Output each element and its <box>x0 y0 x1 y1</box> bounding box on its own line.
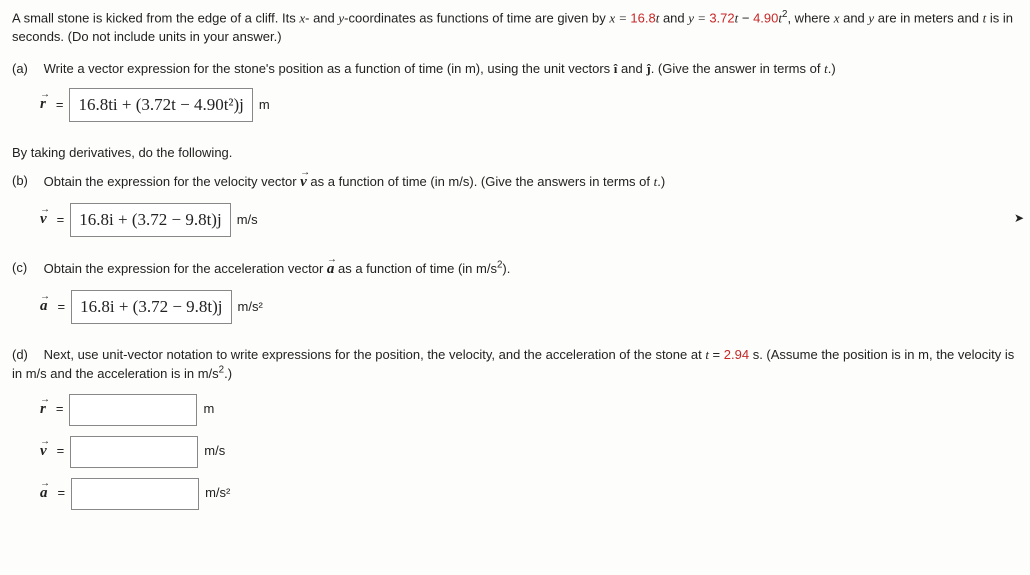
unit-a: m <box>259 96 270 114</box>
arrow-icon: → <box>40 88 50 102</box>
eq-sign-b: = <box>57 211 65 229</box>
eq2-b: 4.90 <box>753 10 778 25</box>
eq2-a: 3.72 <box>709 10 734 25</box>
intro-text-2: - and <box>305 10 338 25</box>
part-a-text: Write a vector expression for the stone'… <box>44 61 836 76</box>
arrow-icon: → <box>40 290 50 304</box>
answer-input-a[interactable]: 16.8ti + (3.72t − 4.90t²)j <box>69 88 252 122</box>
eq2-minus: − <box>738 10 753 25</box>
arrow-icon: → <box>40 203 50 217</box>
part-b-t1: Obtain the expression for the velocity v… <box>44 174 301 189</box>
part-a-and: and <box>617 61 646 76</box>
unit-c: m/s² <box>238 298 263 316</box>
part-b-label: (b) <box>12 172 40 190</box>
part-a-answer-row: → r = 16.8ti + (3.72t − 4.90t²)j m <box>40 88 1018 122</box>
part-b: (b) Obtain the expression for the veloci… <box>12 172 1018 237</box>
eq2-lhs: y = <box>688 10 709 25</box>
answer-input-d-r[interactable] <box>69 394 197 426</box>
vec-a-inline: →a <box>327 259 335 280</box>
eq-sign-a: = <box>56 96 64 114</box>
part-d-t3: .) <box>224 366 232 381</box>
answer-input-d-a[interactable] <box>71 478 199 510</box>
part-d-text: Next, use unit-vector notation to write … <box>12 347 1014 382</box>
intro-text-1: A small stone is kicked from the edge of… <box>12 10 299 25</box>
part-c-text: Obtain the expression for the accelerati… <box>44 261 511 276</box>
vec-a-label-d: → a <box>40 483 52 504</box>
part-d-eq: = <box>709 347 724 362</box>
intro-and: and <box>659 10 688 25</box>
part-c-t3: ). <box>502 261 510 276</box>
answer-input-d-v[interactable] <box>70 436 198 468</box>
vec-r-label: → r <box>40 94 50 115</box>
deriv-note: By taking derivatives, do the following. <box>12 144 1018 162</box>
part-b-answer-row: → v = 16.8i + (3.72 − 9.8t)j m/s <box>40 203 1018 237</box>
eq-sign-dr: = <box>56 400 64 418</box>
answer-input-b[interactable]: 16.8i + (3.72 − 9.8t)j <box>70 203 230 237</box>
answer-b-value: 16.8i + (3.72 − 9.8t)j <box>79 208 221 232</box>
intro-text-3: -coordinates as functions of time are gi… <box>344 10 609 25</box>
unit-da: m/s² <box>205 484 230 502</box>
tail2: are in meters and <box>874 10 982 25</box>
vec-v-label: → v <box>40 209 51 230</box>
part-d-row-v: → v = m/s <box>40 436 1018 468</box>
part-a: (a) Write a vector expression for the st… <box>12 60 1018 122</box>
part-d-t1: Next, use unit-vector notation to write … <box>44 347 706 362</box>
part-c-answer-row: → a = 16.8i + (3.72 − 9.8t)j m/s² <box>40 290 1018 324</box>
eq-sign-dv: = <box>57 442 65 460</box>
answer-input-c[interactable]: 16.8i + (3.72 − 9.8t)j <box>71 290 231 324</box>
part-c-t2: as a function of time (in m/s <box>334 261 497 276</box>
unit-dr: m <box>203 400 214 418</box>
arrow-icon: → <box>327 253 337 267</box>
part-c-label: (c) <box>12 259 40 277</box>
part-d-row-r: → r = m <box>40 394 1018 426</box>
arrow-icon: → <box>40 393 50 407</box>
vec-v-inline: →v <box>300 172 307 193</box>
part-a-t3: .) <box>828 61 836 76</box>
answer-c-value: 16.8i + (3.72 − 9.8t)j <box>80 295 222 319</box>
part-a-label: (a) <box>12 60 40 78</box>
part-d-tval: 2.94 <box>724 347 749 362</box>
eq-sign-c: = <box>58 298 66 316</box>
vec-a-label: → a <box>40 296 52 317</box>
part-d-label: (d) <box>12 346 40 364</box>
part-b-t2: as a function of time (in m/s). (Give th… <box>307 174 654 189</box>
eq1-coeff: 16.8 <box>630 10 655 25</box>
vec-v-label-d: → v <box>40 441 51 462</box>
vec-r-label-d: → r <box>40 399 50 420</box>
part-d-row-a: → a = m/s² <box>40 478 1018 510</box>
intro-tail: , where <box>787 10 833 25</box>
part-b-t3: .) <box>657 174 665 189</box>
unit-b: m/s <box>237 211 258 229</box>
answer-a-value: 16.8ti + (3.72t − 4.90t²)j <box>78 93 243 117</box>
tail-and: and <box>839 10 868 25</box>
problem-intro: A small stone is kicked from the edge of… <box>12 8 1018 46</box>
part-d: (d) Next, use unit-vector notation to wr… <box>12 346 1018 510</box>
arrow-icon: → <box>300 166 310 180</box>
arrow-icon: → <box>40 477 50 491</box>
part-a-t2: . (Give the answer in terms of <box>651 61 824 76</box>
eq-sign-da: = <box>58 484 66 502</box>
arrow-icon: → <box>40 435 50 449</box>
eq1-lhs: x = <box>609 10 630 25</box>
part-a-t1: Write a vector expression for the stone'… <box>44 61 614 76</box>
cursor-icon: ➤ <box>1014 210 1024 227</box>
unit-dv: m/s <box>204 442 225 460</box>
part-b-text: Obtain the expression for the velocity v… <box>44 174 666 189</box>
part-c-t1: Obtain the expression for the accelerati… <box>44 261 327 276</box>
part-c: (c) Obtain the expression for the accele… <box>12 259 1018 324</box>
